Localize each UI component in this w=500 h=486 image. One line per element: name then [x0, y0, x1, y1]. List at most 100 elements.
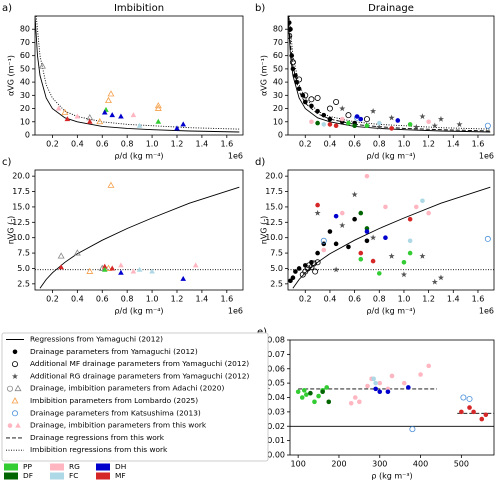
- y-tick-label: 50: [273, 64, 283, 73]
- x-tick-label: 200: [331, 460, 346, 469]
- point: [101, 263, 108, 269]
- point: [352, 216, 357, 222]
- point: [471, 409, 476, 415]
- legend-label: Imbibition parameters from Lombardo (202…: [30, 396, 198, 405]
- legend-marker: [11, 361, 18, 368]
- y-tick-label: 7.5: [270, 249, 283, 258]
- point: [363, 116, 370, 123]
- y-tick-label: 5.0: [17, 264, 30, 273]
- y-tick-label: 60: [273, 51, 283, 60]
- y-axis-label: nVG (-): [7, 216, 16, 244]
- y-tick-label: 0.06: [267, 364, 285, 373]
- panel-title: Imbibition: [114, 3, 164, 14]
- y-tick-label: 12.5: [265, 218, 283, 227]
- y-tick-label: 0: [25, 131, 30, 140]
- point: [389, 373, 395, 379]
- y-tick-label: 20.0: [12, 172, 30, 181]
- x-tick-label: 1.0: [398, 295, 411, 304]
- point: [87, 118, 93, 124]
- point: [130, 112, 137, 118]
- point: [364, 173, 370, 179]
- regression-line: [39, 186, 240, 289]
- x-axis-label: ρ/d (kg m⁻⁴): [366, 307, 415, 316]
- class-swatch: [4, 463, 18, 471]
- legend-marker: [11, 397, 19, 404]
- point: [192, 262, 199, 268]
- x-tick-label: 0.4: [71, 140, 84, 149]
- point: [345, 112, 352, 119]
- x-tick-label: 1.0: [398, 140, 411, 149]
- point: [346, 244, 351, 250]
- class-label: PP: [23, 462, 32, 471]
- x-tick-label: 0.8: [373, 140, 386, 149]
- point: [312, 399, 317, 405]
- y-tick-label: 17.5: [12, 187, 30, 196]
- point: [365, 383, 370, 389]
- point: [309, 103, 314, 109]
- y-tick-label: 20.0: [265, 172, 283, 181]
- point: [315, 108, 320, 114]
- y-tick-label: 0.01: [267, 436, 285, 445]
- y-tick-label: 0.05: [267, 379, 285, 388]
- point: [320, 389, 325, 395]
- x-axis-label: ρ/d (kg m⁻⁴): [366, 152, 415, 161]
- point: [309, 119, 314, 125]
- class-label: DF: [23, 471, 33, 480]
- x-offset-label: 1e6: [479, 307, 494, 316]
- y-tick-label: 70: [20, 38, 30, 47]
- y-tick-label: 17.5: [265, 187, 283, 196]
- point: [38, 62, 46, 69]
- y-tick-label: 0.07: [267, 350, 285, 359]
- x-tick-label: 1.6: [472, 140, 485, 149]
- y-tick-label: 0: [278, 131, 283, 140]
- point: [321, 247, 327, 253]
- legend-label: Drainage parameters from Katsushima (201…: [30, 408, 201, 417]
- point: [64, 116, 71, 122]
- point: [419, 113, 426, 120]
- class-swatch: [4, 472, 18, 480]
- point: [354, 114, 360, 119]
- point: [437, 115, 444, 122]
- x-tick-label: 0.6: [348, 140, 361, 149]
- point: [155, 118, 162, 124]
- y-tick-label: 0.02: [267, 422, 285, 431]
- point: [370, 108, 377, 114]
- point: [364, 238, 370, 244]
- point: [388, 252, 395, 259]
- point: [107, 181, 115, 188]
- point: [407, 122, 413, 127]
- y-tick-label: 0.04: [267, 393, 285, 402]
- point: [460, 394, 467, 401]
- point: [57, 252, 65, 259]
- point: [321, 241, 327, 247]
- point: [299, 395, 305, 400]
- y-tick-label: 50: [20, 64, 30, 73]
- y-tick-label: 12.5: [12, 218, 30, 227]
- y-tick-label: 20: [273, 104, 283, 113]
- point: [383, 204, 388, 210]
- plot-area: [288, 16, 491, 133]
- point: [339, 105, 346, 112]
- point: [304, 392, 309, 397]
- point: [293, 269, 298, 274]
- panel-label: b): [255, 3, 265, 14]
- y-tick-label: 20: [20, 104, 30, 113]
- point: [74, 113, 81, 119]
- x-tick-label: 1.6: [220, 295, 233, 304]
- legend-label: Additional MF drainage parameters from Y…: [30, 359, 249, 368]
- x-offset-label: 1e6: [479, 152, 494, 161]
- legend-label: Additional RG drainage parameters from Y…: [30, 371, 250, 380]
- x-offset-label: 1e6: [228, 307, 243, 316]
- class-swatch: [50, 472, 64, 480]
- point: [324, 385, 330, 390]
- point: [348, 400, 354, 406]
- point: [180, 121, 187, 127]
- point: [358, 250, 364, 256]
- point: [376, 120, 382, 126]
- regression-line: [35, 16, 240, 133]
- point: [376, 123, 383, 130]
- class-swatch: [96, 463, 110, 471]
- point: [296, 86, 302, 92]
- point: [302, 99, 308, 105]
